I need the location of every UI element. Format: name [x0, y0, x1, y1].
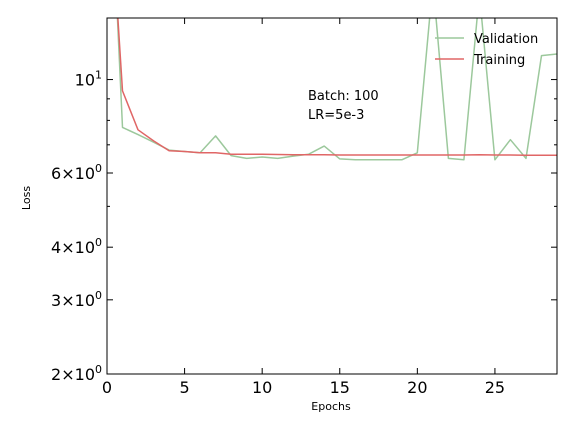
series-layer [116, 18, 557, 161]
x-axis-label: Epochs [311, 400, 351, 413]
series-line-training [117, 18, 557, 157]
y-tick-label: 3×100 [51, 289, 102, 310]
y-tick-label: 6×100 [51, 162, 102, 183]
x-tick-label: 15 [330, 378, 350, 397]
y-tick-label: 101 [75, 69, 102, 90]
plot-frame [106, 17, 558, 375]
x-tick-label: 25 [485, 378, 505, 397]
x-tick-label: 5 [179, 378, 189, 397]
x-tick-label: 10 [252, 378, 272, 397]
series-line-validation [116, 18, 557, 161]
annotation-batch: Batch: 100 [308, 89, 379, 104]
y-tick-label: 4×100 [51, 236, 102, 257]
y-axis-label: Loss [20, 186, 33, 210]
legend-label-validation: Validation [474, 32, 538, 47]
x-tick-label: 20 [407, 378, 427, 397]
y-tick-label: 2×100 [51, 363, 102, 384]
annotation: Batch: 100 LR=5e-3 [308, 89, 379, 123]
x-tick-label: 0 [102, 378, 112, 397]
legend-label-training: Training [473, 53, 525, 68]
x-axis: 0 5 10 15 20 25 [102, 18, 505, 397]
legend: Validation Training [435, 32, 538, 68]
y-axis: 101 6×100 4×100 3×100 2×100 [51, 69, 557, 384]
annotation-lr: LR=5e-3 [308, 108, 364, 123]
